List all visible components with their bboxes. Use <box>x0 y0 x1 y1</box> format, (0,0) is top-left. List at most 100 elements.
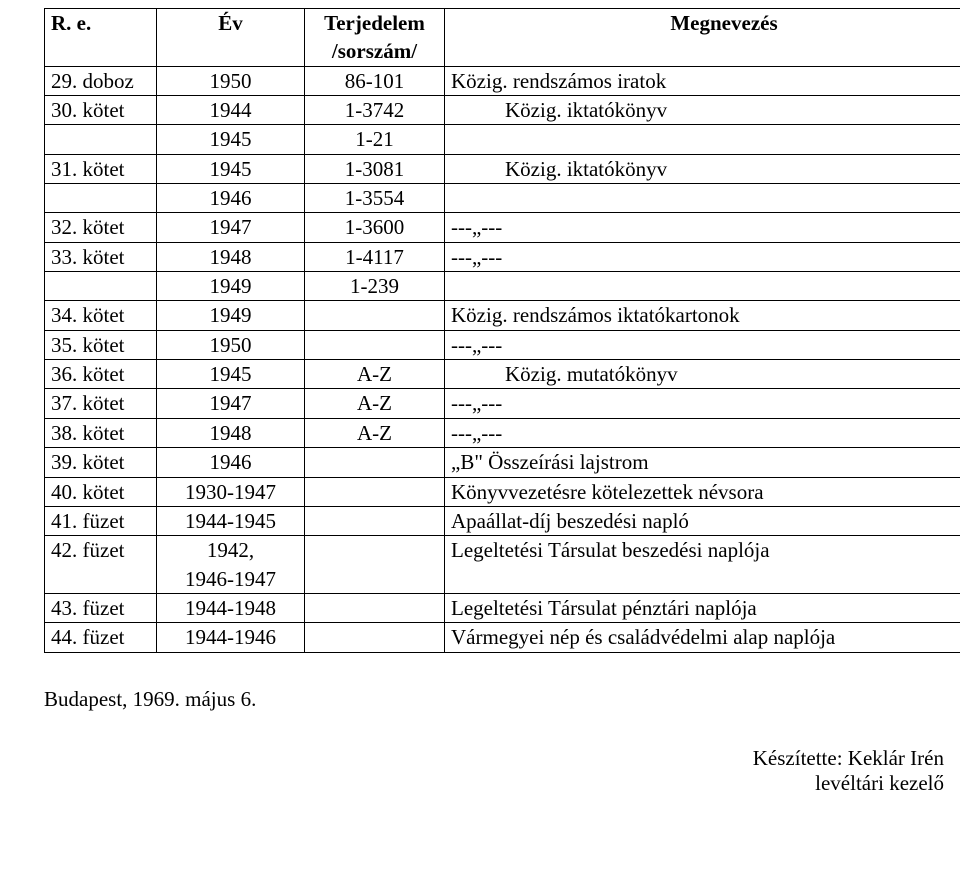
cell-ev: 1947 <box>157 389 305 418</box>
table-row: 19491-239 <box>45 272 960 301</box>
table-row: 36. kötet1945A-ZKözig. mutatókönyv <box>45 360 960 389</box>
cell-meg: Vármegyei nép és családvédelmi alap napl… <box>445 623 960 652</box>
cell-ev: 1944-1948 <box>157 593 305 622</box>
cell-ev: 1948 <box>157 418 305 447</box>
cell-meg: Közig. rendszámos iratok <box>445 66 960 95</box>
table-row: 42. füzet1942,1946-1947 Legeltetési Társu… <box>45 536 960 594</box>
table-row: 40. kötet1930-1947Könyvvezetésre kötelez… <box>45 477 960 506</box>
cell-re <box>45 184 157 213</box>
footer-date: Budapest, 1969. május 6. <box>44 687 960 712</box>
table-row: 19451-21 <box>45 125 960 154</box>
cell-ev: 1950 <box>157 330 305 359</box>
table-row: 39. kötet1946 „B" Összeírási lajstrom <box>45 448 960 477</box>
cell-meg <box>445 125 960 154</box>
footer-author: Készítette: Keklár Irén levéltári kezelő <box>44 746 960 796</box>
cell-terj: 1-4117 <box>305 242 445 271</box>
cell-terj: A-Z <box>305 389 445 418</box>
footer-author-line2: levéltári kezelő <box>815 771 944 795</box>
cell-ev: 1945 <box>157 154 305 183</box>
cell-ev: 1944 <box>157 96 305 125</box>
cell-terj <box>305 330 445 359</box>
cell-meg: Közig. iktatókönyv <box>445 154 960 183</box>
cell-re <box>45 272 157 301</box>
cell-re: 41. füzet <box>45 506 157 535</box>
cell-ev: 1947 <box>157 213 305 242</box>
cell-ev: 1948 <box>157 242 305 271</box>
cell-re: 31. kötet <box>45 154 157 183</box>
table-row: 37. kötet1947A-Z---„--- <box>45 389 960 418</box>
table-row: 38. kötet1948A-Z---„--- <box>45 418 960 447</box>
col-header-terj: Terjedelem /sorszám/ <box>305 9 445 67</box>
table-row: 29. doboz195086-101Közig. rendszámos ira… <box>45 66 960 95</box>
cell-ev: 1949 <box>157 272 305 301</box>
cell-terj: 1-3554 <box>305 184 445 213</box>
cell-meg: Apaállat-díj beszedési napló <box>445 506 960 535</box>
table-row: 33. kötet19481-4117---„--- <box>45 242 960 271</box>
cell-meg: ---„--- <box>445 213 960 242</box>
cell-re: 44. füzet <box>45 623 157 652</box>
cell-terj: A-Z <box>305 418 445 447</box>
cell-meg: Könyvvezetésre kötelezettek névsora <box>445 477 960 506</box>
cell-meg: Közig. mutatókönyv <box>445 360 960 389</box>
cell-terj <box>305 301 445 330</box>
cell-ev: 1950 <box>157 66 305 95</box>
cell-ev: 1944-1946 <box>157 623 305 652</box>
cell-re: 35. kötet <box>45 330 157 359</box>
cell-meg: Közig. rendszámos iktatókartonok <box>445 301 960 330</box>
cell-meg: Legeltetési Társulat pénztári naplója <box>445 593 960 622</box>
cell-terj <box>305 536 445 594</box>
cell-terj: 1-3600 <box>305 213 445 242</box>
col-header-terj-l1: Terjedelem <box>324 11 425 35</box>
cell-terj: 1-3081 <box>305 154 445 183</box>
cell-ev: 1946 <box>157 448 305 477</box>
cell-re <box>45 125 157 154</box>
table-row: 31. kötet19451-3081Közig. iktatókönyv <box>45 154 960 183</box>
cell-terj <box>305 448 445 477</box>
cell-re: 32. kötet <box>45 213 157 242</box>
cell-meg <box>445 184 960 213</box>
cell-terj: 1-21 <box>305 125 445 154</box>
table-row: 43. füzet1944-1948 Legeltetési Társulat p… <box>45 593 960 622</box>
table-row: 34. kötet1949 Közig. rendszámos iktatókar… <box>45 301 960 330</box>
cell-ev: 1945 <box>157 360 305 389</box>
cell-terj <box>305 506 445 535</box>
cell-re: 36. kötet <box>45 360 157 389</box>
cell-re: 29. doboz <box>45 66 157 95</box>
table-row: 30. kötet19441-3742Közig. iktatókönyv <box>45 96 960 125</box>
table-header-row: R. e. Év Terjedelem /sorszám/ Megnevezés <box>45 9 960 67</box>
cell-re: 38. kötet <box>45 418 157 447</box>
cell-ev: 1944-1945 <box>157 506 305 535</box>
table-row: 41. füzet1944-1945 Apaállat-díj beszedési… <box>45 506 960 535</box>
cell-re: 33. kötet <box>45 242 157 271</box>
cell-meg: Közig. iktatókönyv <box>445 96 960 125</box>
col-header-re: R. e. <box>45 9 157 67</box>
cell-terj <box>305 477 445 506</box>
cell-re: 30. kötet <box>45 96 157 125</box>
cell-re: 43. füzet <box>45 593 157 622</box>
cell-terj <box>305 623 445 652</box>
footer-author-line1: Készítette: Keklár Irén <box>753 746 944 770</box>
cell-re: 37. kötet <box>45 389 157 418</box>
cell-ev: 1945 <box>157 125 305 154</box>
cell-terj: 86-101 <box>305 66 445 95</box>
cell-re: 34. kötet <box>45 301 157 330</box>
cell-ev: 1942,1946-1947 <box>157 536 305 594</box>
archive-table: R. e. Év Terjedelem /sorszám/ Megnevezés… <box>44 8 960 653</box>
cell-terj <box>305 593 445 622</box>
cell-meg <box>445 272 960 301</box>
cell-meg: ---„--- <box>445 330 960 359</box>
cell-re: 42. füzet <box>45 536 157 594</box>
cell-meg: „B" Összeírási lajstrom <box>445 448 960 477</box>
cell-ev: 1949 <box>157 301 305 330</box>
cell-terj: 1-3742 <box>305 96 445 125</box>
cell-ev: 1946 <box>157 184 305 213</box>
cell-meg: ---„--- <box>445 389 960 418</box>
cell-terj: 1-239 <box>305 272 445 301</box>
cell-re: 39. kötet <box>45 448 157 477</box>
cell-meg: Legeltetési Társulat beszedési naplója <box>445 536 960 594</box>
cell-terj: A-Z <box>305 360 445 389</box>
table-row: 44. füzet1944-1946 Vármegyei nép és csalá… <box>45 623 960 652</box>
col-header-meg: Megnevezés <box>445 9 960 67</box>
cell-meg: ---„--- <box>445 242 960 271</box>
cell-ev: 1930-1947 <box>157 477 305 506</box>
